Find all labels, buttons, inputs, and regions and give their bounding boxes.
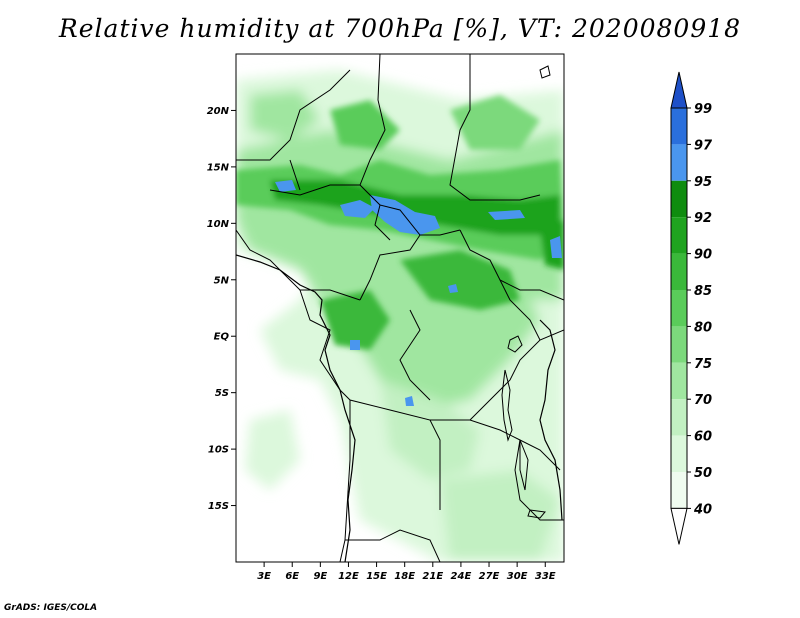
colorbar-label: 90: [694, 248, 712, 263]
colorbar-bottom-arrow: [670, 507, 688, 545]
lon-tick-label: 9E: [313, 571, 327, 582]
colorbar-label: 50: [694, 466, 712, 481]
lat-tick-label: 5S: [215, 388, 229, 399]
colorbar-segment: [671, 290, 687, 327]
colorbar-segment: [671, 144, 687, 181]
colorbar-label: 60: [694, 430, 712, 445]
lon-tick-label: 6E: [285, 571, 299, 582]
map-title: Relative humidity at 700hPa [%], VT: 202…: [58, 14, 742, 43]
lat-tick-label: 15S: [208, 501, 229, 512]
lon-tick-label: 27E: [479, 571, 500, 582]
colorbar-segment: [671, 435, 687, 472]
colorbar-segment: [671, 180, 687, 218]
lat-tick-label: 10N: [207, 219, 230, 230]
colorbar: 99 97 95 92 90 85 80 75 70 60 50 40: [670, 71, 713, 545]
colorbar-label: 80: [694, 320, 712, 335]
colorbar-label: 40: [693, 502, 712, 517]
colorbar-label: 92: [694, 211, 712, 226]
latitude-axis: 20N 15N 10N 5N EQ 5S 10S 15S: [207, 106, 236, 512]
colorbar-segment: [671, 326, 687, 363]
colorbar-top-arrow: [670, 71, 688, 109]
lon-tick-label: 15E: [366, 571, 387, 582]
lat-tick-label: 10S: [208, 445, 229, 456]
lon-tick-label: 18E: [394, 571, 415, 582]
lat-tick-label: 20N: [207, 106, 230, 117]
credit-label: GrADS: IGES/COLA: [4, 603, 98, 613]
colorbar-label: 99: [694, 102, 712, 117]
lon-tick-label: 24E: [451, 571, 472, 582]
colorbar-label: 85: [694, 284, 712, 299]
lon-tick-label: 3E: [257, 571, 271, 582]
colorbar-segment: [671, 253, 687, 290]
lat-tick-label: 15N: [207, 162, 230, 173]
map-frame: [235, 53, 565, 563]
colorbar-segment: [671, 362, 687, 400]
longitude-axis: 3E 6E 9E 12E 15E 18E 21E 24E 27E 30E 33E: [257, 562, 556, 582]
lon-tick-label: 21E: [422, 571, 443, 582]
colorbar-label: 70: [694, 393, 712, 408]
colorbar-segment: [671, 108, 687, 145]
lon-tick-label: 33E: [535, 571, 556, 582]
humidity-field: [236, 54, 564, 562]
lon-tick-label: 12E: [338, 571, 359, 582]
colorbar-segment: [671, 217, 687, 254]
lon-tick-label: 30E: [507, 571, 528, 582]
colorbar-label: 97: [694, 138, 713, 153]
colorbar-label: 95: [694, 175, 712, 190]
colorbar-label: 75: [694, 357, 712, 372]
colorbar-segment: [671, 399, 687, 436]
colorbar-segment: [671, 472, 687, 509]
lat-tick-label: 5N: [214, 275, 230, 286]
lat-tick-label: EQ: [214, 332, 230, 343]
